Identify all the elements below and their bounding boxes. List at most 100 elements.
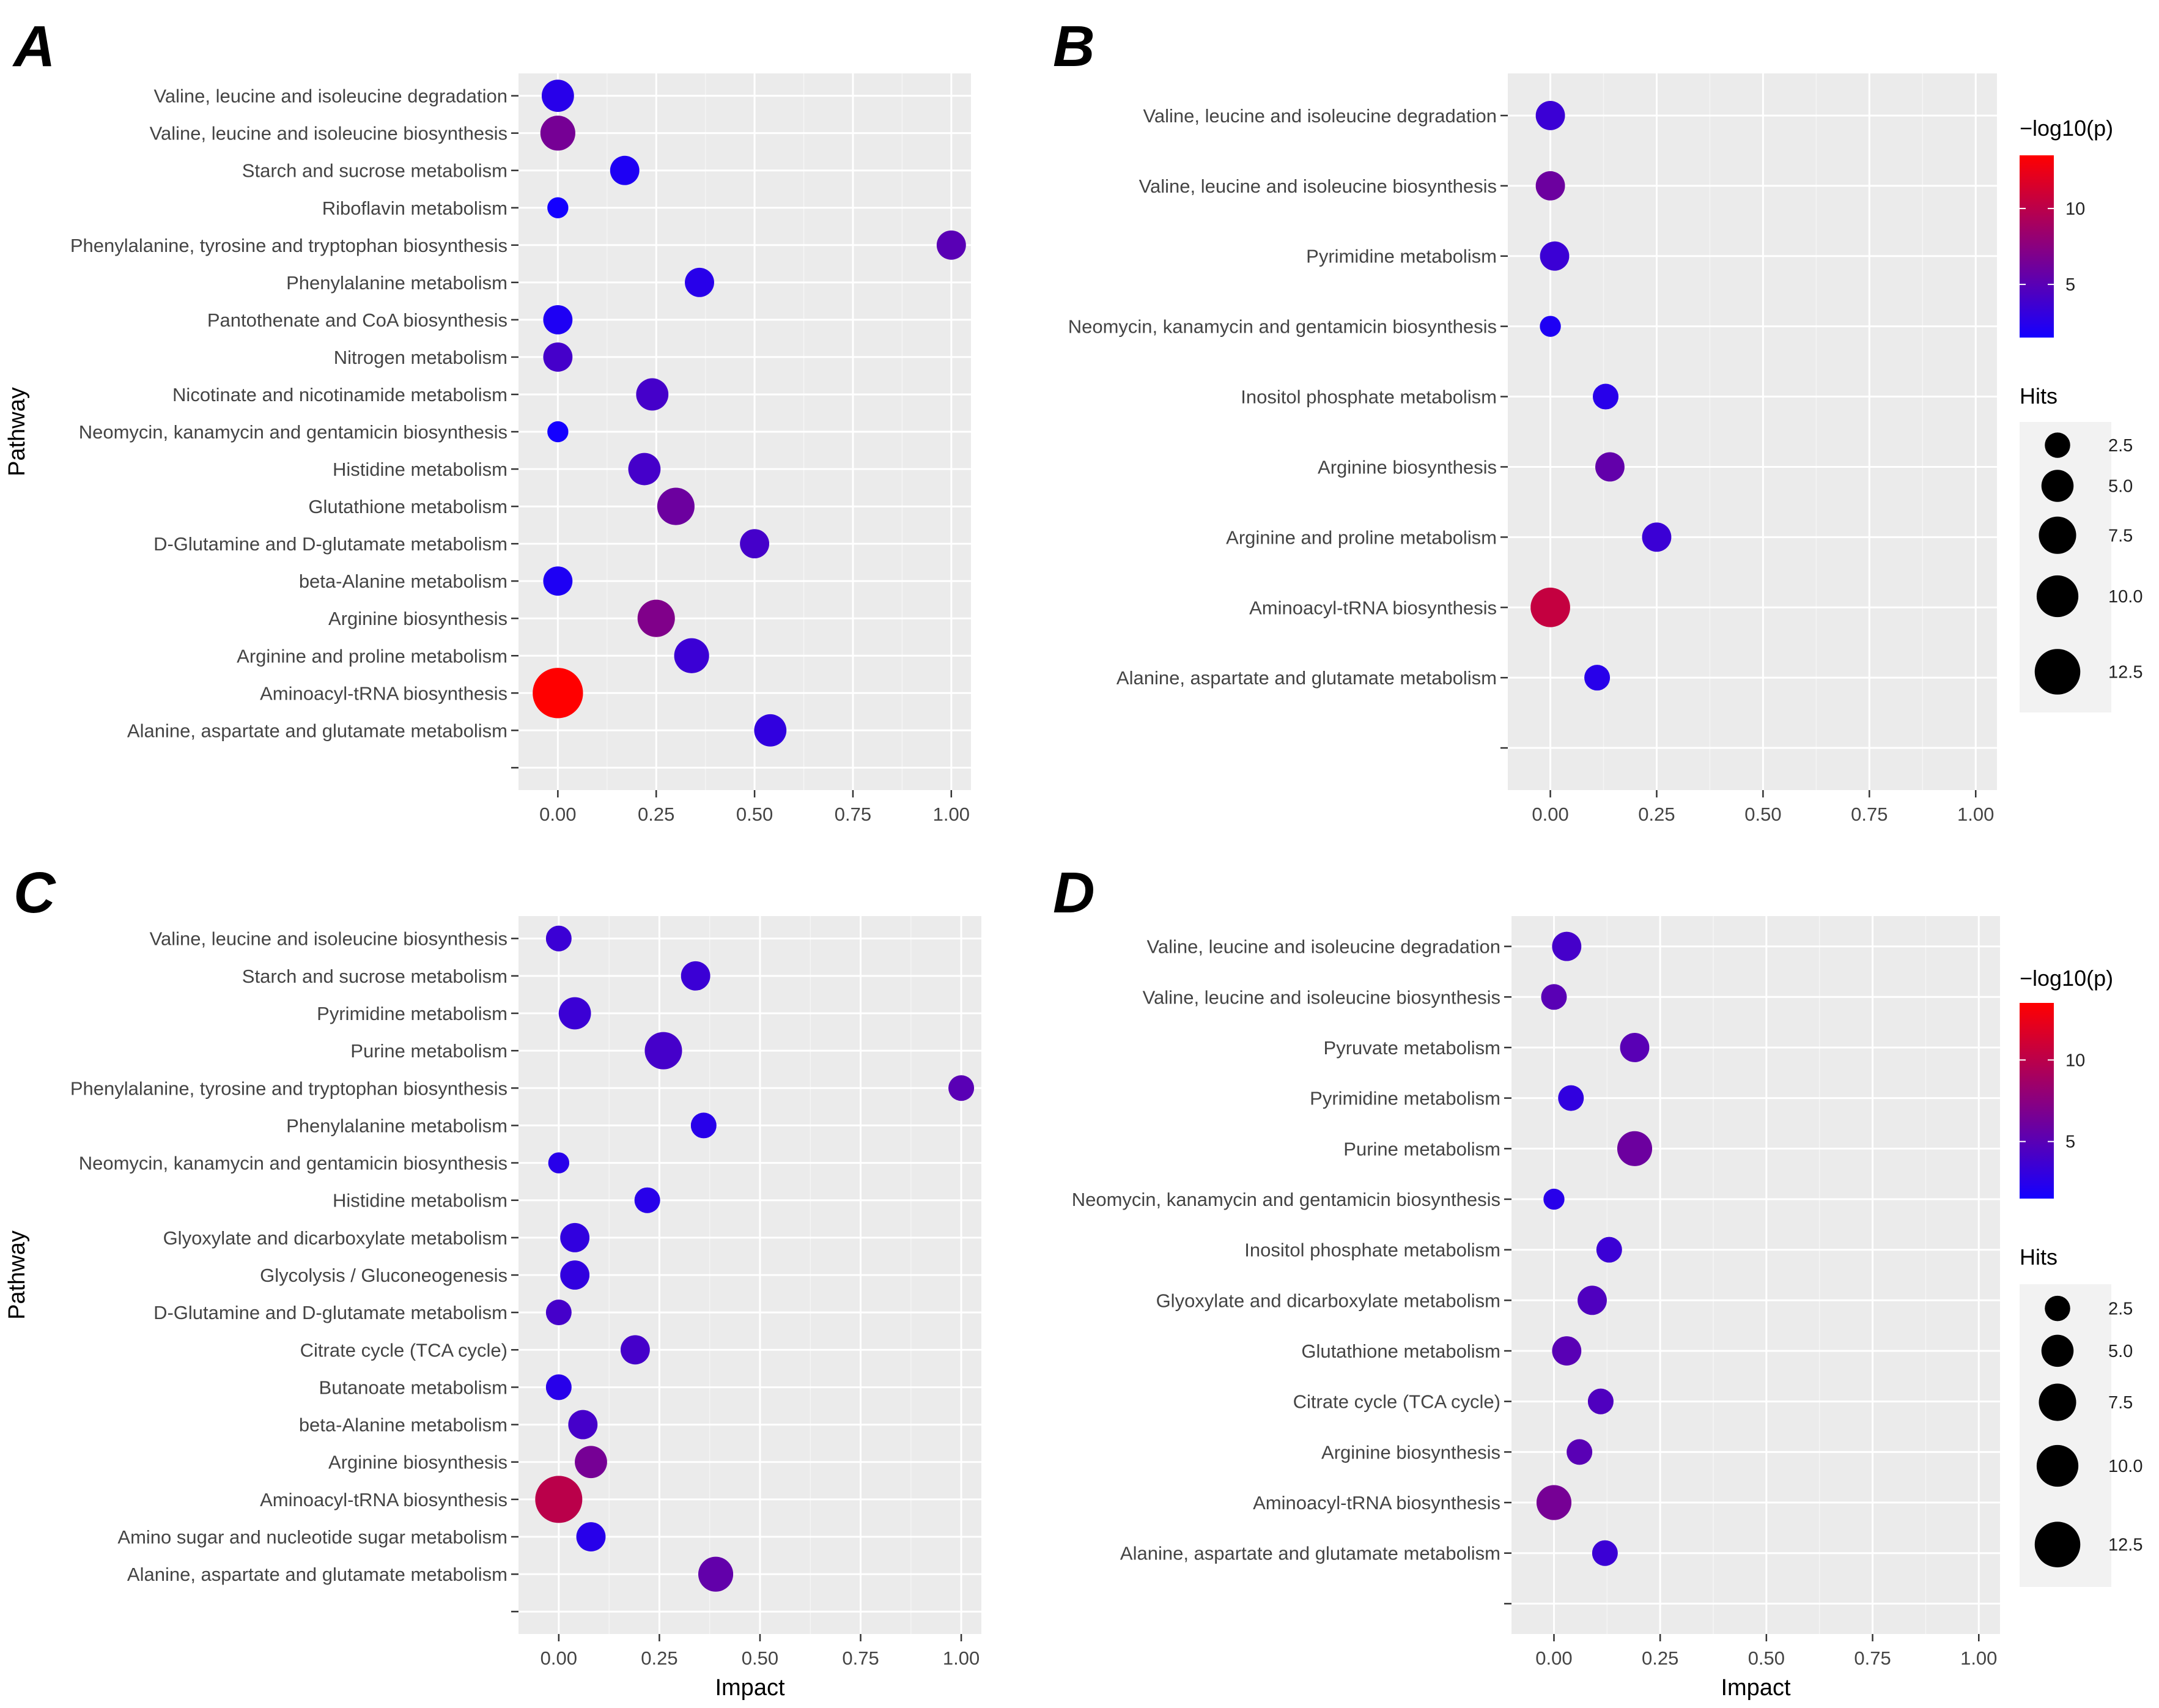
y-axis-title: Pathway	[4, 1230, 30, 1320]
color-bar	[2020, 155, 2054, 338]
size-legend-circle	[2036, 575, 2079, 618]
category-label: Arginine biosynthesis	[1318, 456, 1497, 478]
category-label: Butanoate metabolism	[319, 1377, 507, 1398]
data-point	[1596, 1237, 1622, 1263]
legend: −log10(p) 10 5 Hits 2.5 5.0 7.5 10.0 12.5	[2020, 116, 2142, 712]
data-point	[644, 1032, 682, 1070]
category-label: Nicotinate and nicotinamide metabolism	[172, 384, 507, 405]
category-label: Alanine, aspartate and glutamate metabol…	[127, 1564, 507, 1585]
data-point	[1620, 1033, 1650, 1062]
plot-background	[1508, 73, 1997, 790]
color-legend-label: 10	[2065, 1051, 2085, 1070]
data-point	[1540, 241, 1570, 271]
data-point	[1535, 171, 1565, 201]
category-label: Valine, leucine and isoleucine biosynthe…	[1139, 176, 1497, 197]
category-label: Pantothenate and CoA biosynthesis	[207, 309, 507, 331]
data-point	[685, 267, 714, 297]
category-label: Neomycin, kanamycin and gentamicin biosy…	[79, 1153, 507, 1174]
category-label: Phenylalanine, tyrosine and tryptophan b…	[70, 1078, 507, 1099]
data-point	[948, 1075, 975, 1101]
data-point	[576, 1522, 606, 1551]
data-point	[568, 1410, 598, 1440]
data-point	[1552, 931, 1582, 961]
size-legend-circle	[2039, 1383, 2076, 1421]
size-legend-circle	[2039, 516, 2076, 554]
category-label: Pyruvate metabolism	[1324, 1037, 1500, 1059]
category-label: Arginine and proline metabolism	[1226, 527, 1497, 548]
data-point	[1584, 665, 1611, 691]
category-label: Aminoacyl-tRNA biosynthesis	[1253, 1492, 1500, 1514]
data-point	[936, 230, 966, 260]
category-label: Starch and sucrose metabolism	[242, 966, 507, 987]
category-label: Inositol phosphate metabolism	[1241, 386, 1497, 408]
color-legend-label: 10	[2065, 199, 2085, 219]
data-point	[637, 599, 675, 637]
data-point	[636, 378, 669, 411]
panel-a: A Valine, leucine and isoleucine degradat…	[4, 14, 971, 825]
size-legend-label: 12.5	[2108, 663, 2142, 682]
size-legend-title: Hits	[2020, 1244, 2058, 1270]
category-label: Histidine metabolism	[333, 1190, 507, 1211]
category-label: Alanine, aspartate and glutamate metabol…	[1120, 1543, 1500, 1564]
category-label: Neomycin, kanamycin and gentamicin biosy…	[1068, 316, 1497, 338]
size-legend-label: 5.0	[2108, 1342, 2133, 1361]
category-label: Phenylalanine, tyrosine and tryptophan b…	[70, 235, 507, 256]
category-label: Phenylalanine metabolism	[286, 1115, 507, 1136]
data-point	[681, 961, 710, 991]
data-point	[533, 668, 583, 719]
data-point	[558, 997, 591, 1030]
size-legend-label: 2.5	[2108, 1299, 2133, 1319]
data-point	[543, 566, 573, 596]
size-legend-label: 12.5	[2108, 1536, 2142, 1555]
data-point	[1558, 1085, 1584, 1111]
x-tick-label: 0.00	[541, 1647, 577, 1669]
size-legend-circle	[2045, 432, 2070, 458]
data-point	[740, 529, 770, 559]
data-point	[1530, 587, 1570, 627]
x-tick-label: 1.00	[943, 1647, 980, 1669]
size-legend-circle	[2034, 649, 2081, 695]
panel-letter-a: A	[12, 14, 56, 79]
category-label: Citrate cycle (TCA cycle)	[300, 1339, 507, 1361]
category-label: Neomycin, kanamycin and gentamicin biosy…	[1072, 1189, 1500, 1210]
data-point	[575, 1446, 607, 1479]
category-label: Arginine biosynthesis	[328, 1452, 507, 1473]
x-tick-label: 0.00	[1535, 1647, 1572, 1669]
data-point	[1642, 522, 1672, 552]
data-point	[754, 714, 787, 747]
data-point	[1617, 1131, 1653, 1166]
size-legend-circle	[2045, 1295, 2070, 1322]
x-tick-label: 0.50	[742, 1647, 778, 1669]
category-label: Neomycin, kanamycin and gentamicin biosy…	[79, 421, 507, 443]
category-label: Glutathione metabolism	[308, 496, 507, 517]
data-point	[1543, 1188, 1565, 1210]
x-tick-label: 1.00	[1957, 804, 1994, 825]
category-label: Aminoacyl-tRNA biosynthesis	[1249, 597, 1497, 618]
data-point	[1592, 1540, 1618, 1566]
category-label: Histidine metabolism	[333, 459, 507, 480]
color-legend-label: 5	[2065, 275, 2075, 295]
panel-letter-d: D	[1053, 860, 1095, 925]
category-label: Phenylalanine metabolism	[286, 272, 507, 294]
panel-letter-b: B	[1053, 14, 1095, 79]
data-point	[634, 1187, 660, 1213]
x-axis-title: Impact	[715, 1675, 784, 1701]
category-label: Aminoacyl-tRNA biosynthesis	[260, 682, 507, 704]
size-legend-label: 7.5	[2108, 526, 2133, 545]
data-point	[535, 1476, 583, 1523]
data-point	[541, 79, 574, 113]
category-label: beta-Alanine metabolism	[299, 571, 507, 592]
data-point	[543, 305, 573, 335]
category-label: D-Glutamine and D-glutamate metabolism	[153, 1302, 507, 1323]
data-point	[1540, 316, 1561, 337]
x-tick-label: 0.75	[842, 1647, 879, 1669]
x-tick-label: 0.75	[835, 804, 871, 825]
size-legend-label: 5.0	[2108, 477, 2133, 497]
size-legend-label: 10.0	[2108, 1457, 2142, 1476]
panel-b: B Valine, leucine and isoleucine degradat…	[1053, 14, 2142, 825]
size-legend-title: Hits	[2020, 383, 2058, 409]
x-axis-title: Impact	[1721, 1675, 1790, 1701]
category-label: Valine, leucine and isoleucine degradati…	[153, 86, 507, 107]
category-label: Valine, leucine and isoleucine biosynthe…	[150, 123, 507, 144]
